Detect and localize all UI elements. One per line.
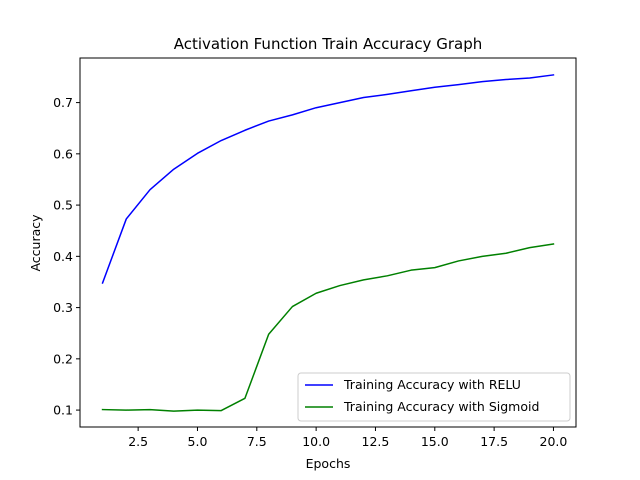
plot-area (101, 74, 555, 412)
chart-title: Activation Function Train Accuracy Graph (174, 35, 482, 53)
y-tick-label: 0.1 (53, 403, 73, 418)
legend: Training Accuracy with RELU Training Acc… (297, 372, 571, 422)
x-tick-label: 17.5 (480, 434, 508, 449)
x-tick-label: 12.5 (362, 434, 390, 449)
x-tick-label: 5.0 (188, 434, 208, 449)
legend-box (297, 372, 571, 422)
y-tick-label: 0.6 (53, 146, 73, 161)
x-axis-label: Epochs (306, 456, 351, 471)
x-tick-label: 15.0 (421, 434, 449, 449)
y-axis: 0.1 0.2 0.3 0.4 0.5 0.6 0.7 (53, 95, 80, 418)
legend-label-relu: Training Accuracy with RELU (343, 377, 521, 392)
series-line-0 (101, 74, 555, 284)
x-tick-label: 2.5 (128, 434, 148, 449)
plot-frame (79, 57, 577, 428)
y-tick-label: 0.5 (53, 198, 73, 213)
x-tick-label: 20.0 (540, 434, 568, 449)
y-axis-label: Accuracy (28, 214, 43, 272)
x-tick-label: 10.0 (302, 434, 330, 449)
y-tick-label: 0.4 (53, 249, 73, 264)
y-tick-label: 0.3 (53, 300, 73, 315)
series-line-1 (101, 243, 555, 412)
x-axis: 2.5 5.0 7.5 10.0 12.5 15.0 17.5 20.0 (128, 427, 567, 449)
legend-label-sigmoid: Training Accuracy with Sigmoid (343, 399, 539, 414)
y-tick-label: 0.7 (53, 95, 73, 110)
y-tick-label: 0.2 (53, 351, 73, 366)
x-tick-label: 7.5 (247, 434, 267, 449)
